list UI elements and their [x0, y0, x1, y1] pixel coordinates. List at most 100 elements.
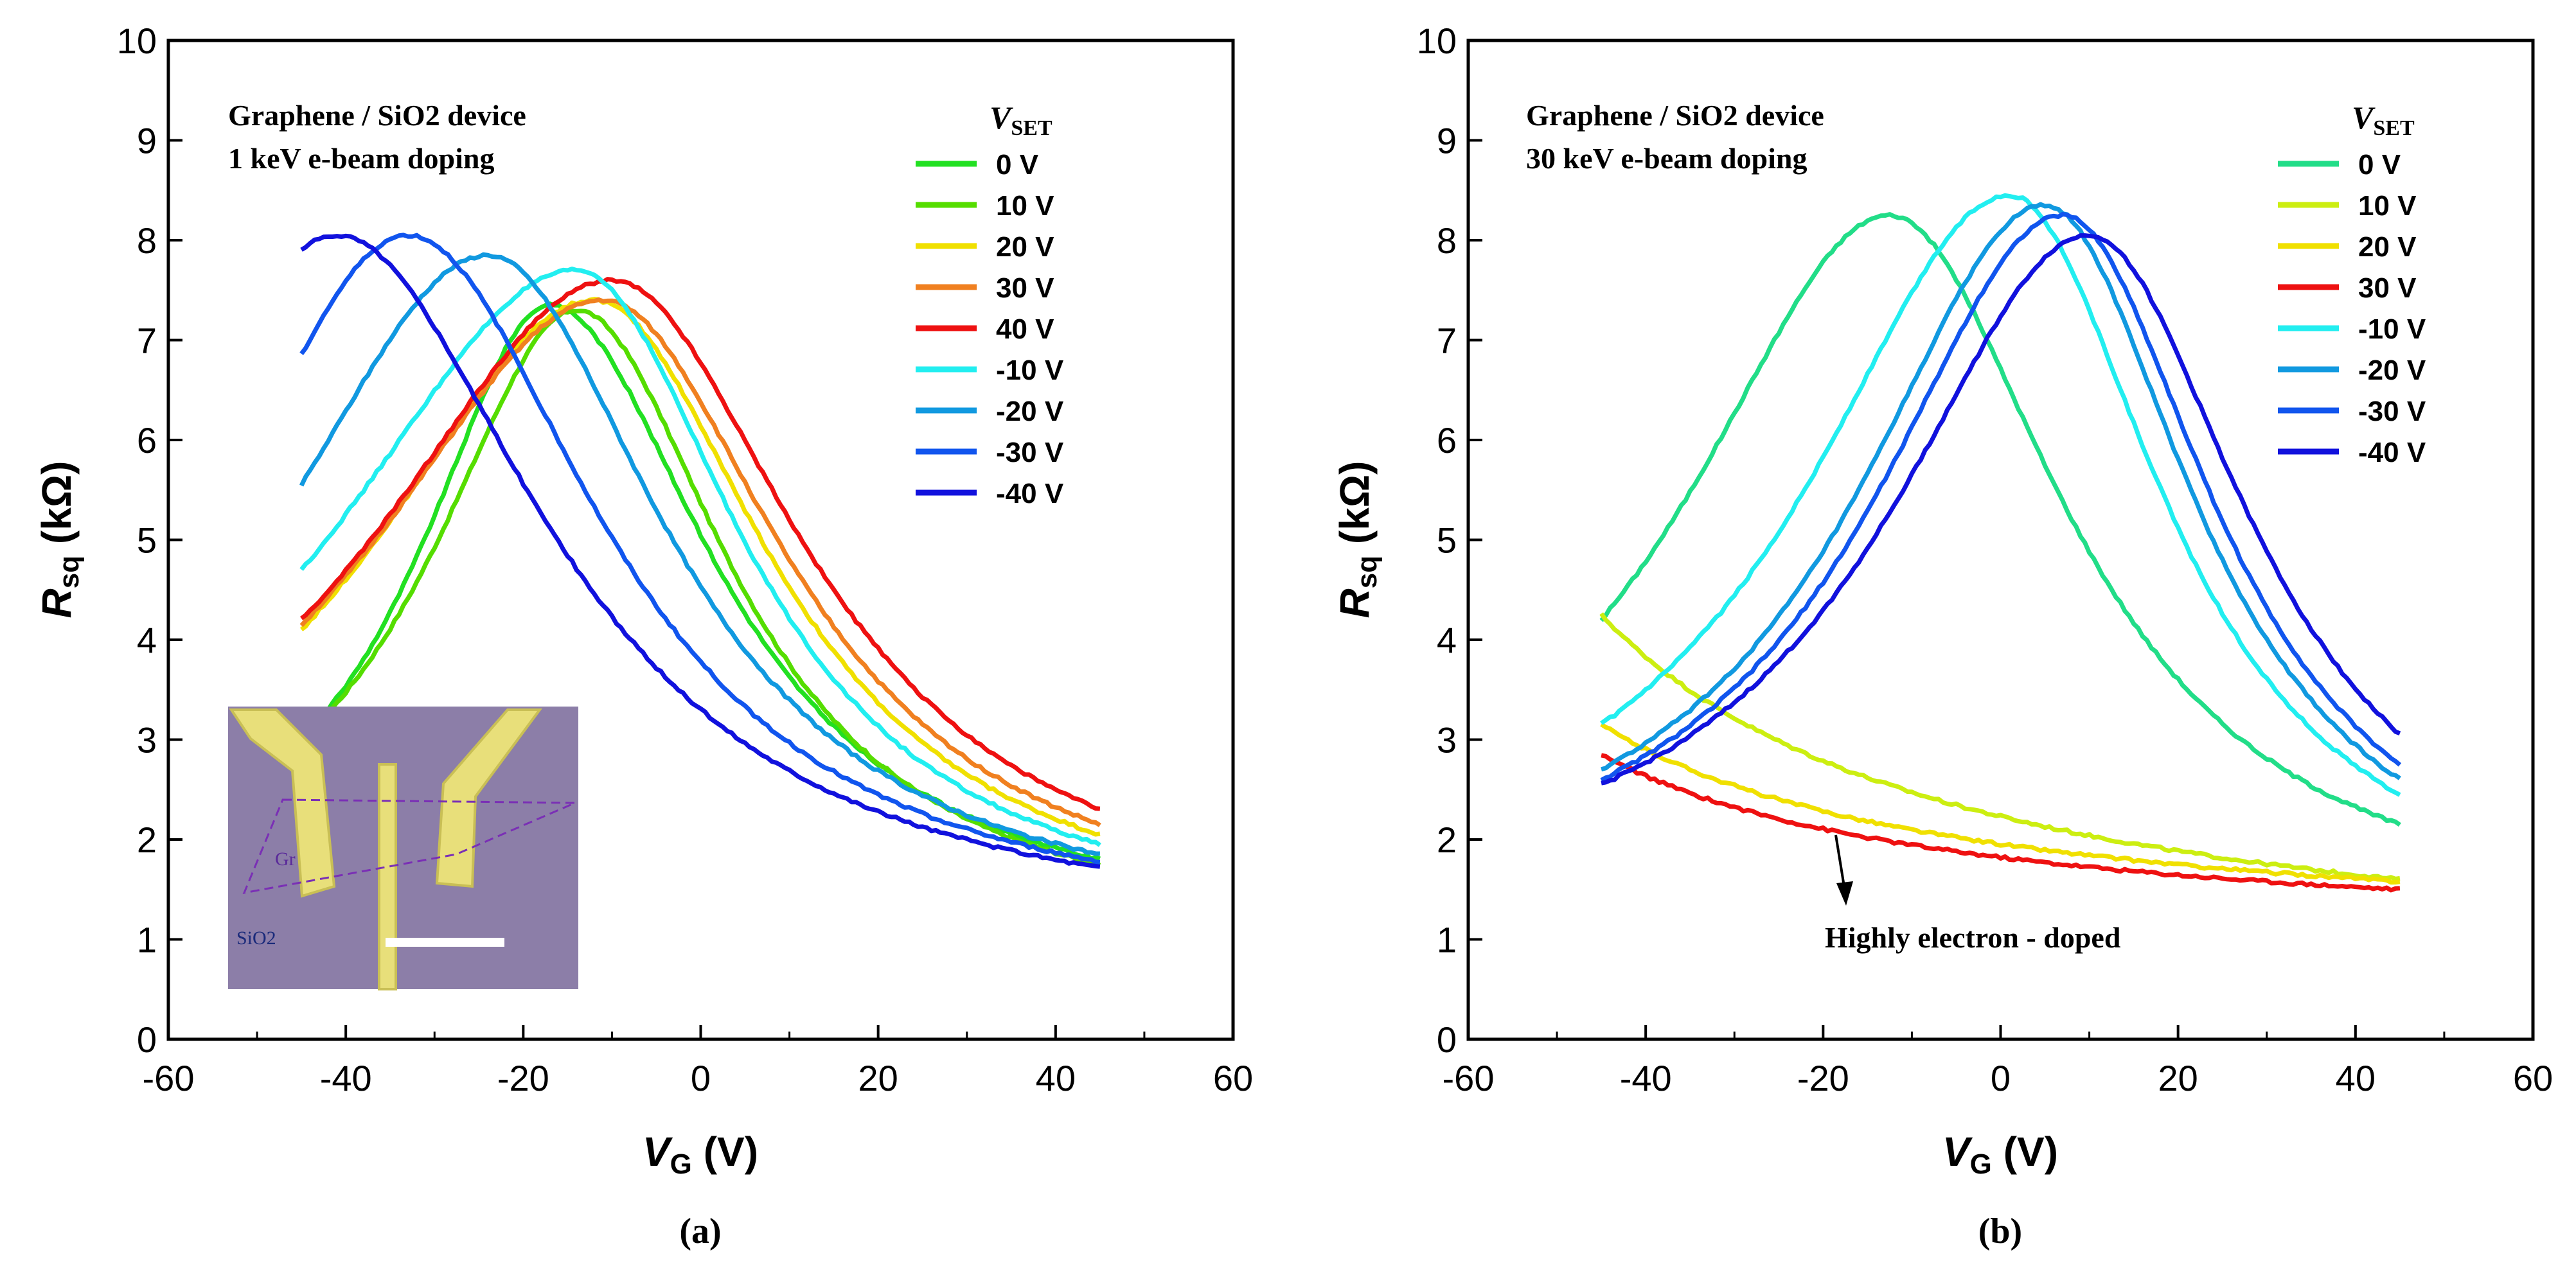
y-tick-label: 7: [137, 321, 157, 361]
series-line-30V: [299, 297, 1101, 827]
inset-label-gr: Gr: [275, 849, 296, 870]
inset-scale-bar: [386, 938, 504, 947]
series-line-neg10V: [1600, 193, 2401, 797]
legend-label: 20 V: [2358, 231, 2417, 263]
y-tick-label: 0: [137, 1019, 157, 1060]
y-tick-label: 5: [1437, 520, 1457, 561]
legend-label: 40 V: [996, 313, 1054, 345]
y-tick-label: 5: [137, 520, 157, 561]
panel-a: -60 -40 -20 0 20 40 60 0 1 2 3 4 5 6 7 8 9 10 Gr SiO2 Gra…: [33, 21, 1253, 1251]
inset-electrode-right: [435, 708, 542, 888]
y-tick-label: 1: [137, 920, 157, 960]
series-line-10V: [1599, 612, 2401, 881]
legend: 0 V 10 V 20 V 30 V 40 V -10 V -20 V -30 V -40 V: [916, 149, 1064, 509]
y-axis-label: Rsq (kΩ): [33, 461, 85, 619]
series-line-neg30V: [1600, 211, 2402, 782]
x-tick-label: -60: [143, 1058, 195, 1098]
panel-label: (a): [679, 1211, 721, 1251]
axis-ticks: -60 -40 -20 0 20 40 60 0 1 2 3 4 5 6 7 8 9 10: [1417, 21, 2553, 1098]
series-line-10V: [299, 308, 1101, 868]
panel-label: (b): [1978, 1211, 2022, 1251]
y-tick-label: 0: [1437, 1019, 1457, 1060]
axis-ticks: -60 -40 -20 0 20 40 60 0 1 2 3 4 5 6 7 8 9 10: [117, 21, 1253, 1098]
x-tick-label: 60: [1213, 1058, 1253, 1098]
callout-text: Highly electron - doped: [1825, 921, 2121, 954]
series-line-20V: [1600, 722, 2401, 885]
annotation-line-1: Graphene / SiO2 device: [1526, 99, 1824, 132]
series-line-neg40V: [300, 233, 1101, 869]
inset-graphene-outline: [242, 798, 576, 894]
legend-label: -30 V: [996, 437, 1064, 468]
y-tick-label: 3: [1437, 720, 1457, 761]
series-line-neg10V: [299, 267, 1101, 847]
x-tick-label: -60: [1443, 1058, 1495, 1098]
legend-label: 30 V: [2358, 272, 2417, 304]
annotation-line-1: Graphene / SiO2 device: [228, 99, 526, 132]
x-tick-label: -40: [1620, 1058, 1672, 1098]
y-tick-label: 4: [1437, 620, 1457, 660]
x-tick-label: 20: [2158, 1058, 2198, 1098]
curves: [1599, 193, 2402, 893]
callout-arrow: [1834, 834, 1845, 887]
y-tick-label: 6: [1437, 420, 1457, 461]
y-tick-label: 8: [1437, 220, 1457, 261]
x-axis-label: VG (V): [1942, 1129, 2058, 1180]
y-tick-label: 2: [1437, 820, 1457, 860]
x-tick-label: 0: [1991, 1058, 2011, 1098]
legend-label: 0 V: [2358, 149, 2401, 180]
y-tick-label: 9: [1437, 121, 1457, 161]
inset-electrode-left: [229, 708, 336, 898]
series-line-neg20V: [1601, 202, 2401, 780]
series-line-0V: [1599, 212, 2401, 827]
y-tick-label: 7: [1437, 321, 1457, 361]
inset-micrograph: Gr SiO2: [228, 707, 578, 990]
annotation-line-2: 30 keV e-beam doping: [1526, 142, 1807, 175]
curves: [299, 233, 1101, 869]
x-tick-label: 0: [691, 1058, 711, 1098]
inset-label-sio2: SiO2: [236, 928, 276, 949]
series-line-neg40V: [1601, 233, 2401, 786]
legend-label: -30 V: [2358, 396, 2426, 427]
legend-label: -10 V: [2358, 313, 2426, 345]
y-tick-label: 3: [137, 720, 157, 761]
legend-label: 10 V: [996, 190, 1054, 222]
y-tick-label: 4: [137, 620, 157, 660]
x-tick-label: 60: [2513, 1058, 2553, 1098]
legend-label: -40 V: [996, 478, 1064, 509]
y-axis-label: Rsq (kΩ): [1331, 461, 1383, 619]
y-tick-label: 10: [117, 21, 157, 61]
legend-label: 30 V: [996, 272, 1054, 304]
legend-label: -20 V: [2358, 355, 2426, 386]
legend-title: VSET: [2352, 100, 2415, 140]
series-line-40V: [299, 277, 1101, 811]
series-line-30V: [1601, 753, 2401, 893]
legend: 0 V 10 V 20 V 30 V -10 V -20 V -30 V -40 V: [2278, 149, 2426, 468]
x-tick-label: -20: [497, 1058, 549, 1098]
y-tick-label: 2: [137, 820, 157, 860]
y-tick-label: 6: [137, 420, 157, 461]
legend-label: 0 V: [996, 149, 1039, 180]
inset-electrode-center: [378, 763, 397, 990]
panel-b: -60 -40 -20 0 20 40 60 0 1 2 3 4 5 6 7 8 9 10 Graphene / …: [1331, 21, 2553, 1251]
callout-arrowhead: [1836, 881, 1853, 906]
y-tick-label: 8: [137, 220, 157, 261]
legend-title: VSET: [990, 100, 1053, 140]
series-line-neg20V: [299, 252, 1100, 856]
legend-label: 20 V: [996, 231, 1054, 263]
x-tick-label: 20: [858, 1058, 898, 1098]
x-tick-label: -40: [320, 1058, 372, 1098]
legend-label: -10 V: [996, 355, 1064, 386]
y-tick-label: 9: [137, 121, 157, 161]
x-tick-label: 40: [2336, 1058, 2376, 1098]
annotation-line-2: 1 keV e-beam doping: [228, 142, 494, 175]
legend-label: -40 V: [2358, 437, 2426, 468]
legend-label: -20 V: [996, 396, 1064, 427]
x-axis-label: VG (V): [643, 1129, 758, 1180]
legend-label: 10 V: [2358, 190, 2417, 222]
y-tick-label: 1: [1437, 920, 1457, 960]
series-line-neg30V: [299, 233, 1101, 865]
x-tick-label: -20: [1797, 1058, 1849, 1098]
x-tick-label: 40: [1036, 1058, 1076, 1098]
y-tick-label: 10: [1417, 21, 1457, 61]
